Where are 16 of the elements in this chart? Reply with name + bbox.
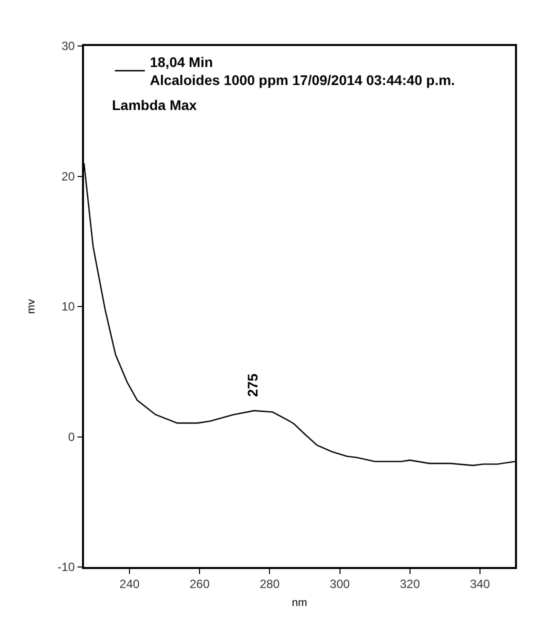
annotation: Lambda Max <box>112 97 198 113</box>
y-tick-label: 30 <box>61 39 76 54</box>
y-tick-label: -10 <box>58 560 76 574</box>
legend-label: 18,04 Min Alcaloides 1000 ppm 17/09/2014 03:44:40 p.m. <box>150 54 455 88</box>
x-tick-label: 280 <box>260 577 280 592</box>
y-tick-label: 0 <box>68 430 76 444</box>
annotation: 275 <box>244 373 260 397</box>
x-tick-label: 340 <box>470 577 490 592</box>
y-tick-label: 20 <box>61 169 76 184</box>
x-axis-title: nm <box>292 596 308 609</box>
x-tick-label: 300 <box>330 577 350 592</box>
x-tick-label: 260 <box>190 577 210 592</box>
y-tick-label: 10 <box>61 300 76 314</box>
x-tick-label: 320 <box>400 577 420 592</box>
y-axis-title: mv <box>26 298 38 314</box>
x-tick-label: 240 <box>120 577 140 592</box>
